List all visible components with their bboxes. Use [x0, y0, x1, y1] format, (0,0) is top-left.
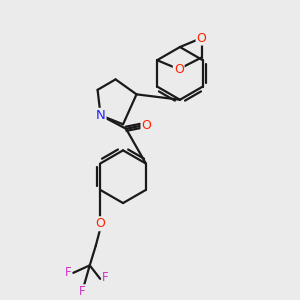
Text: O: O — [95, 217, 105, 230]
Text: O: O — [196, 32, 206, 44]
Text: F: F — [102, 271, 109, 284]
Text: O: O — [142, 119, 151, 132]
Text: N: N — [96, 109, 106, 122]
Text: F: F — [79, 285, 86, 298]
Text: O: O — [174, 63, 184, 76]
Text: F: F — [64, 266, 71, 279]
